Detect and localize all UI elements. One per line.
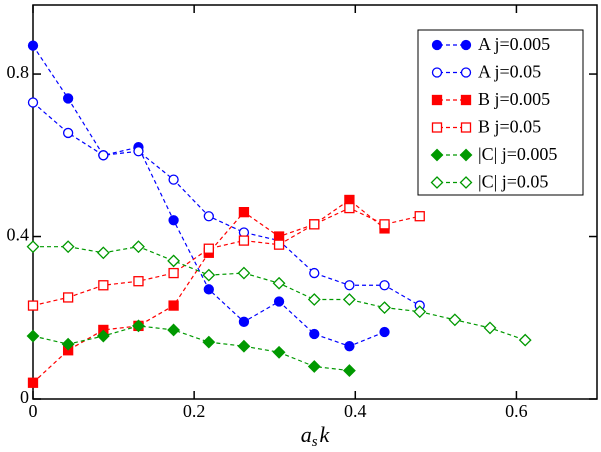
marker <box>379 280 390 291</box>
x-tick-label: 0.2 <box>183 401 206 421</box>
marker <box>272 276 286 290</box>
legend-marker <box>431 94 443 106</box>
marker <box>309 328 320 340</box>
marker <box>61 240 75 254</box>
marker <box>344 202 355 214</box>
marker <box>133 146 144 157</box>
marker <box>203 284 214 295</box>
marker <box>483 321 497 335</box>
legend-label: |C| j=0.005 <box>478 144 557 164</box>
legend-label: A j=0.05 <box>478 62 541 82</box>
marker <box>309 267 320 279</box>
marker <box>379 219 390 230</box>
marker <box>237 339 251 353</box>
series-line <box>32 325 350 372</box>
marker <box>272 345 286 359</box>
x-tick-label: 0.4 <box>344 401 367 421</box>
marker <box>273 296 285 307</box>
marker <box>98 280 109 291</box>
legend-label: A j=0.005 <box>478 34 550 54</box>
marker <box>203 243 214 254</box>
marker <box>96 246 110 260</box>
marker <box>202 268 216 282</box>
x-axis-label: ask <box>301 422 331 450</box>
marker <box>27 40 39 51</box>
marker <box>132 319 145 333</box>
marker <box>62 127 74 139</box>
marker <box>133 276 144 287</box>
marker <box>26 329 40 343</box>
marker <box>344 341 355 352</box>
marker <box>238 235 250 246</box>
marker <box>202 335 216 349</box>
legend-marker <box>430 148 444 162</box>
legend-marker <box>460 94 472 106</box>
marker <box>98 150 109 161</box>
series-line <box>32 102 421 307</box>
marker <box>518 333 532 347</box>
legend-marker <box>430 176 444 189</box>
legend-marker <box>460 67 472 78</box>
legend-label: |C| j=0.05 <box>478 172 548 192</box>
marker <box>342 293 356 306</box>
marker <box>132 240 145 254</box>
marker <box>168 300 179 311</box>
series-line <box>32 207 420 307</box>
y-tick-label: 0 <box>20 387 29 407</box>
legend-marker <box>431 39 443 51</box>
marker <box>307 360 321 373</box>
marker <box>237 266 251 280</box>
marker <box>61 337 75 351</box>
marker <box>238 207 250 218</box>
marker <box>203 211 214 222</box>
marker <box>307 293 321 306</box>
legend-marker <box>431 122 443 133</box>
marker <box>413 305 427 319</box>
x-label-main: a <box>301 422 312 447</box>
marker <box>344 280 355 291</box>
marker <box>168 267 179 279</box>
marker <box>448 313 462 327</box>
marker <box>167 254 181 268</box>
marker <box>167 323 181 337</box>
marker <box>26 240 40 254</box>
x-tick-label: 0.6 <box>505 401 528 421</box>
legend-marker <box>431 67 443 78</box>
x-label-rest: k <box>320 422 331 447</box>
marker <box>414 211 425 222</box>
marker <box>342 364 356 377</box>
marker <box>62 292 74 303</box>
marker <box>168 174 179 185</box>
legend-marker <box>459 176 473 189</box>
legend-label: B j=0.005 <box>478 89 550 109</box>
series-line <box>32 45 385 347</box>
marker <box>379 326 390 338</box>
legend-label: B j=0.05 <box>478 117 541 137</box>
legend-marker <box>460 122 472 133</box>
marker <box>378 301 391 315</box>
marker <box>168 215 179 226</box>
marker <box>62 93 74 104</box>
y-tick-label: 0.8 <box>7 62 30 82</box>
marker <box>238 316 250 327</box>
legend-marker <box>460 39 472 51</box>
legend-box <box>417 29 584 196</box>
marker <box>309 219 320 230</box>
legend-marker <box>459 148 473 162</box>
marker <box>27 300 39 311</box>
marker <box>96 329 110 343</box>
plot-frame <box>32 4 598 400</box>
marker <box>273 239 285 250</box>
y-tick-label: 0.4 <box>7 225 30 245</box>
marker <box>27 97 39 108</box>
marker <box>27 377 39 388</box>
x-label-sub: s <box>312 434 318 450</box>
x-tick-label: 0 <box>29 401 38 421</box>
